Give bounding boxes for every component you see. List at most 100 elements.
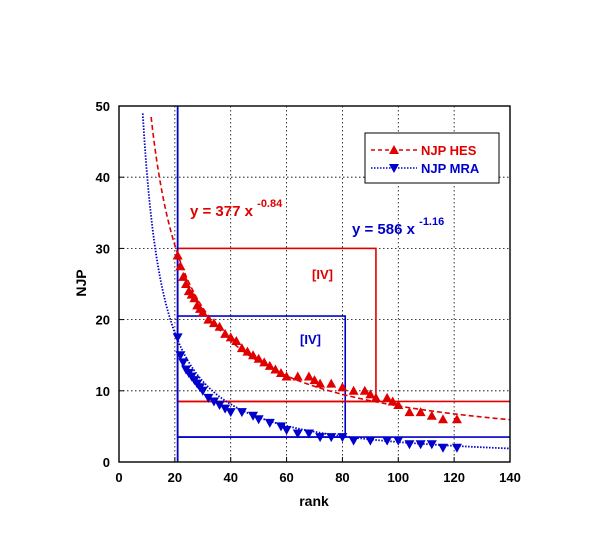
plot-frame: [118, 105, 511, 463]
data-point-mra: [275, 422, 286, 432]
fit-equation-mra-base: y = 586 x: [352, 221, 416, 238]
legend-marker-hes: [389, 145, 399, 154]
data-point-hes: [236, 343, 247, 353]
data-point-mra: [253, 415, 264, 425]
data-point-mra: [214, 401, 225, 411]
data-point-hes: [172, 250, 183, 260]
data-point-hes: [393, 400, 404, 410]
annotation-boxes: [176, 106, 510, 462]
data-point-mra: [172, 333, 183, 343]
fit-equation-mra-exponent: -1.16: [419, 216, 444, 228]
y-axis-label: NJP: [73, 269, 89, 296]
data-point-hes: [415, 407, 426, 417]
data-point-hes: [426, 410, 437, 420]
data-point-hes: [309, 375, 320, 385]
y-tick-label: 0: [103, 455, 110, 470]
data-point-mra: [178, 358, 189, 368]
legend-label-mra: NJP MRA: [421, 161, 480, 176]
data-point-hes: [248, 350, 259, 360]
data-point-hes: [404, 407, 415, 417]
data-point-hes: [203, 314, 214, 324]
data-point-mra: [208, 397, 219, 407]
data-point-mra: [426, 440, 437, 450]
legend: NJP HES NJP MRA: [364, 132, 500, 184]
y-tick-label: 30: [96, 241, 110, 256]
data-point-hes: [197, 307, 208, 317]
data-point-hes: [315, 378, 326, 388]
data-point-hes: [387, 396, 398, 406]
data-point-hes: [178, 271, 189, 281]
data-point-mra: [365, 436, 376, 446]
x-axis-label: rank: [299, 493, 329, 509]
data-point-hes: [225, 332, 236, 342]
data-point-hes: [175, 261, 186, 271]
data-point-hes: [270, 364, 281, 374]
data-point-hes: [337, 382, 348, 392]
data-point-hes: [348, 385, 359, 395]
data-point-hes: [189, 293, 200, 303]
legend-box: [364, 132, 500, 184]
data-points: [172, 250, 462, 453]
data-point-mra: [175, 351, 186, 361]
data-point-hes: [253, 353, 264, 363]
y-tick-label: 50: [96, 99, 110, 114]
data-point-mra: [236, 408, 247, 418]
fit-equation-hes: y = 377 x -0.84: [190, 198, 283, 220]
fit-curve-hes: [150, 116, 511, 421]
y-tick-label: 10: [96, 384, 110, 399]
data-point-hes: [359, 385, 370, 395]
data-point-mra: [382, 436, 393, 446]
data-point-hes: [220, 328, 231, 338]
fit-equation-hes-exponent: -0.84: [257, 198, 283, 210]
legend-marker-mra: [389, 164, 399, 173]
y-tick-label: 20: [96, 313, 110, 328]
data-point-mra: [415, 440, 426, 450]
data-point-mra: [248, 411, 259, 421]
data-point-mra: [393, 436, 404, 446]
data-point-mra: [303, 429, 314, 439]
data-point-mra: [451, 443, 462, 453]
data-point-hes: [365, 389, 376, 399]
data-point-hes: [382, 392, 393, 402]
x-tick-label: 20: [168, 470, 182, 485]
data-point-hes: [437, 414, 448, 424]
region-box: [176, 247, 377, 403]
data-point-mra: [404, 440, 415, 450]
data-point-mra: [348, 436, 359, 446]
data-point-hes: [303, 371, 314, 381]
y-tick-label: 40: [96, 170, 110, 185]
box-label-mra: [IV]: [300, 332, 321, 347]
data-point-mra: [225, 408, 236, 418]
box-label-hes: [IV]: [312, 267, 333, 282]
data-point-hes: [292, 371, 303, 381]
fit-equation-hes-base: y = 377 x: [190, 203, 254, 220]
tick-labels: 0 20 40 60 80 100 120 140 0 10 20 30 40 50: [96, 99, 521, 485]
data-point-hes: [275, 368, 286, 377]
fit-curve-mra: [141, 113, 511, 450]
data-point-mra: [326, 433, 337, 443]
data-point-hes: [214, 321, 225, 331]
data-point-hes: [231, 335, 242, 345]
x-tick-label: 140: [499, 470, 521, 485]
data-point-hes: [281, 371, 292, 381]
data-point-hes: [451, 414, 462, 424]
legend-label-hes: NJP HES: [421, 143, 477, 158]
data-point-mra: [337, 433, 348, 443]
data-point-hes: [242, 346, 253, 356]
x-tick-label: 0: [115, 470, 122, 485]
data-point-hes: [181, 279, 192, 288]
data-point-mra: [197, 386, 208, 396]
data-point-hes: [326, 378, 337, 388]
data-point-mra: [437, 443, 448, 453]
data-point-mra: [220, 404, 231, 414]
data-point-hes: [259, 357, 270, 367]
data-point-hes: [208, 318, 219, 328]
data-point-mra: [315, 433, 326, 443]
data-point-hes: [370, 392, 381, 402]
data-point-mra: [203, 393, 214, 403]
fit-equation-mra: y = 586 x -1.16: [352, 216, 444, 238]
data-point-mra: [281, 425, 292, 435]
data-point-hes: [264, 360, 275, 370]
data-point-mra: [292, 429, 303, 439]
x-tick-label: 40: [223, 470, 237, 485]
